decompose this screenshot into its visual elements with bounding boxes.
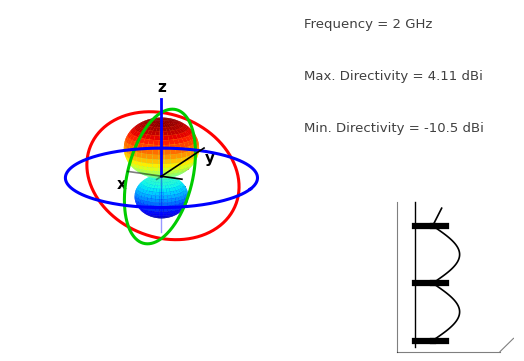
Text: Min. Directivity = -10.5 dBi: Min. Directivity = -10.5 dBi — [304, 122, 484, 135]
Text: Frequency = 2 GHz: Frequency = 2 GHz — [304, 18, 432, 31]
Text: Max. Directivity = 4.11 dBi: Max. Directivity = 4.11 dBi — [304, 70, 483, 83]
